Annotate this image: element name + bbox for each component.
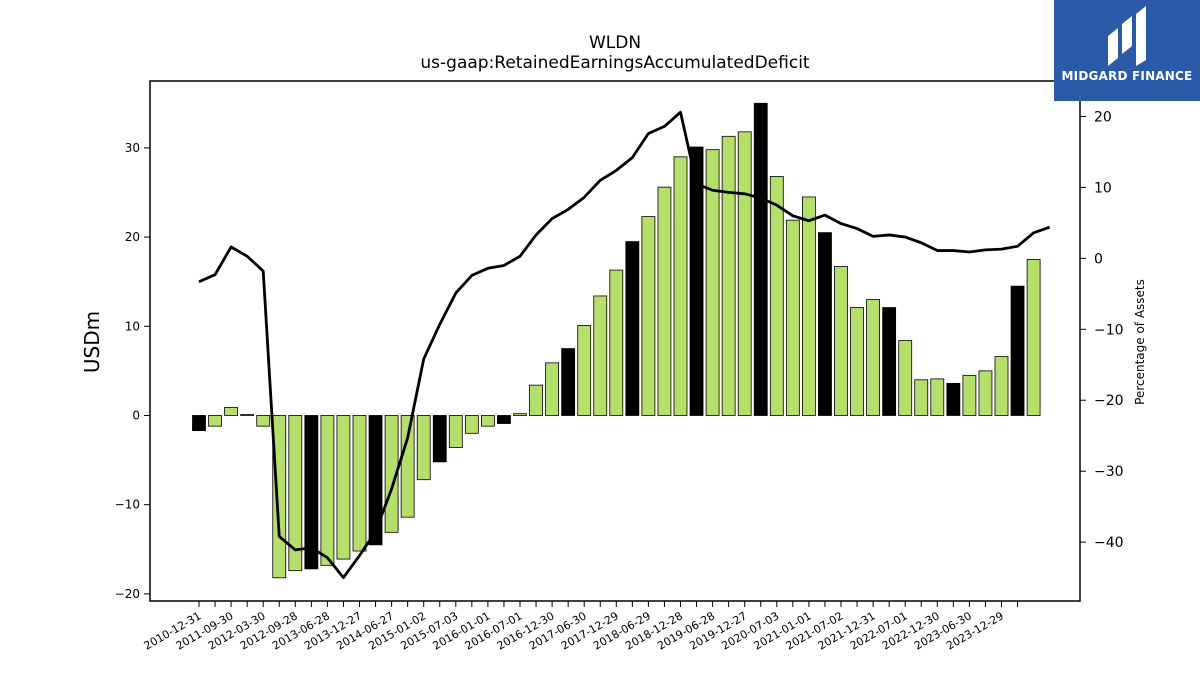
logo-text: MIDGARD FINANCE — [1061, 69, 1193, 83]
y2-tick-label: −10 — [1094, 322, 1124, 338]
bar — [898, 340, 913, 416]
bar — [272, 415, 287, 579]
bar — [352, 415, 367, 552]
bar — [689, 146, 704, 416]
y2-tick-label: 10 — [1094, 180, 1112, 196]
bar — [657, 186, 672, 416]
bar — [545, 362, 559, 416]
bar — [224, 407, 239, 416]
bar — [930, 378, 945, 416]
chart-subtitle: us-gaap:RetainedEarningsAccumulatedDefic… — [420, 53, 810, 73]
y2-tick-label: 20 — [1094, 109, 1112, 125]
bar — [737, 131, 752, 416]
bar — [721, 135, 736, 416]
y-tick-label: 10 — [125, 319, 140, 333]
bar — [705, 149, 720, 416]
bar — [432, 415, 447, 463]
bar — [882, 307, 897, 416]
chart-title: WLDN — [589, 33, 641, 53]
bar — [802, 196, 816, 416]
bar — [304, 415, 319, 570]
bar — [513, 413, 527, 416]
y2-axis-label: Percentage of Assets — [1133, 279, 1147, 405]
bar — [818, 232, 832, 416]
bar — [785, 219, 800, 416]
y-tick-label: 20 — [125, 230, 140, 244]
bar — [448, 415, 463, 448]
y-tick-label: 0 — [132, 408, 140, 422]
y-axis-label: USDm — [80, 311, 104, 373]
bar — [1010, 285, 1025, 416]
y-tick-label: −20 — [115, 587, 140, 601]
bar — [866, 299, 880, 416]
y2-tick-label: −40 — [1094, 535, 1124, 551]
bar — [384, 415, 399, 533]
bar — [946, 382, 961, 416]
y2-tick-label: 0 — [1094, 251, 1103, 267]
bar — [978, 370, 993, 416]
bar — [625, 241, 640, 416]
y-tick-label: −10 — [115, 498, 140, 512]
bar — [480, 415, 495, 427]
bar — [288, 415, 303, 572]
bar — [914, 379, 929, 416]
bar — [577, 324, 592, 416]
bar — [850, 307, 864, 416]
bar — [336, 415, 351, 560]
y2-tick-label: −20 — [1094, 393, 1124, 409]
brand-logo: MIDGARD FINANCE — [1054, 0, 1200, 101]
bar — [529, 384, 543, 416]
bar — [769, 176, 784, 416]
bar — [192, 415, 206, 432]
bar — [593, 295, 608, 416]
bar — [416, 415, 431, 481]
bar — [1026, 258, 1041, 416]
bar — [561, 348, 576, 416]
plot-frame — [149, 80, 1081, 602]
bar — [497, 415, 511, 424]
y2-tick-label: −30 — [1094, 464, 1124, 480]
bar — [834, 266, 848, 416]
series-line — [198, 110, 1051, 579]
logo-mark-icon — [1108, 6, 1146, 66]
bar — [673, 156, 688, 416]
bar — [208, 415, 222, 427]
bar — [320, 415, 335, 566]
bar — [256, 415, 271, 427]
bar — [753, 102, 768, 416]
bar — [609, 269, 624, 416]
bar — [994, 356, 1009, 416]
bar — [400, 415, 415, 518]
bar — [464, 415, 479, 434]
bar — [962, 374, 977, 416]
bar — [240, 414, 255, 416]
bar — [368, 415, 383, 546]
y-tick-label: 30 — [125, 141, 140, 155]
bar — [641, 216, 656, 416]
